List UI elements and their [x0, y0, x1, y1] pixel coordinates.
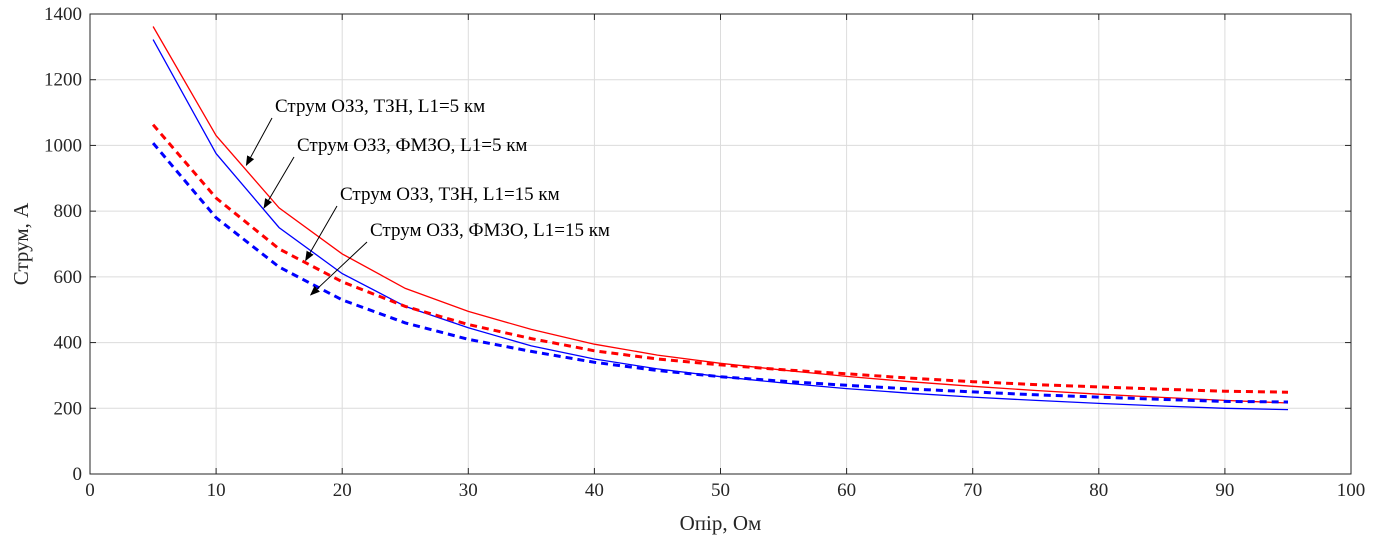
- grid: [89, 13, 1352, 475]
- x-tick-label: 60: [837, 480, 856, 501]
- axis-ticks: 0 10 20 30 40 50 60 70 80 90 100020040060080010001…: [44, 4, 1365, 501]
- annotations: Струм ОЗЗ, ТЗН, L1=5 км Струм ОЗЗ, ФМЗО, …: [245, 96, 610, 296]
- x-tick-label: 70: [963, 480, 982, 501]
- annotation-arrow: [309, 241, 368, 296]
- y-tick-label: 1400: [44, 4, 82, 25]
- x-tick-label: 30: [459, 480, 478, 501]
- y-tick-label: 1200: [44, 70, 82, 91]
- annotation-arrow: [263, 156, 295, 209]
- y-tick-label: 1000: [44, 135, 82, 156]
- series-group: [151, 26, 1289, 411]
- y-tick-label: 800: [54, 201, 83, 222]
- x-tick-label: 90: [1215, 480, 1234, 501]
- series-line-4: [151, 142, 1289, 404]
- annotation-arrow: [305, 205, 338, 262]
- y-tick-label: 400: [54, 333, 83, 354]
- annotation-arrow: [245, 117, 273, 167]
- y-tick-label: 600: [54, 267, 83, 288]
- annotation-label: Струм ОЗЗ, ТЗН, L1=5 км: [275, 96, 485, 117]
- y-tick-label: 200: [54, 398, 83, 419]
- x-axis-label: Опір, Ом: [680, 511, 762, 535]
- x-tick-label: 100: [1337, 480, 1366, 501]
- x-tick-label: 80: [1089, 480, 1108, 501]
- series-line-1: [152, 26, 1289, 404]
- x-tick-label: 40: [585, 480, 604, 501]
- x-tick-label: 0: [85, 480, 95, 501]
- y-axis-label: Струм, А: [9, 202, 33, 285]
- annotation-label: Струм ОЗЗ, ФМЗО, L1=15 км: [370, 220, 610, 241]
- x-tick-label: 20: [333, 480, 352, 501]
- x-tick-label: 10: [207, 480, 226, 501]
- annotation-label: Струм ОЗЗ, ФМЗО, L1=5 км: [297, 135, 527, 156]
- x-tick-label: 50: [711, 480, 730, 501]
- series-line-3: [151, 123, 1289, 394]
- y-tick-label: 0: [73, 464, 83, 485]
- annotation-label: Струм ОЗЗ, ТЗН, L1=15 км: [340, 184, 560, 205]
